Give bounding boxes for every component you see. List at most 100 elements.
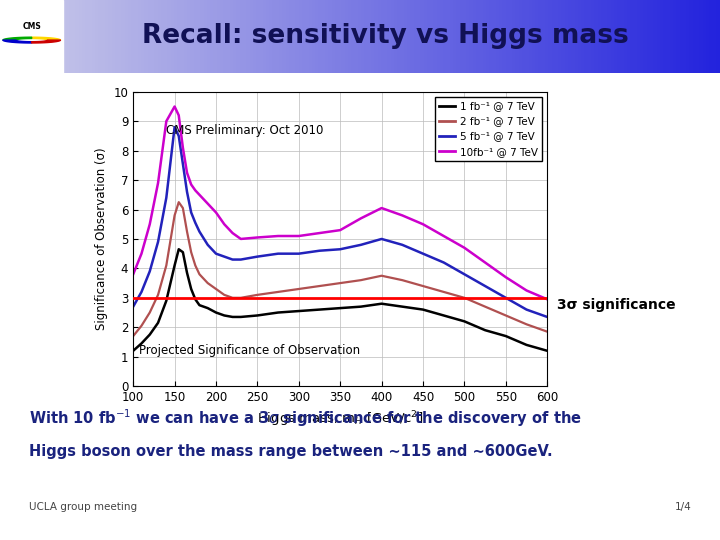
Bar xyxy=(192,0,196,73)
Bar xyxy=(559,0,564,73)
Bar xyxy=(369,0,374,73)
Bar xyxy=(204,0,210,73)
Text: UCLA group meeting: UCLA group meeting xyxy=(29,502,137,512)
Bar xyxy=(536,0,541,73)
Bar xyxy=(290,0,294,73)
Bar xyxy=(135,0,140,73)
Bar xyxy=(562,0,567,73)
Bar xyxy=(171,0,176,73)
Bar xyxy=(503,0,508,73)
Bar xyxy=(493,0,498,73)
Bar xyxy=(388,0,393,73)
Bar xyxy=(490,0,495,73)
Bar xyxy=(70,0,75,73)
Bar xyxy=(516,0,521,73)
Bar xyxy=(162,0,166,73)
Bar xyxy=(385,0,390,73)
Text: 3σ significance: 3σ significance xyxy=(557,298,675,312)
Bar xyxy=(628,0,633,73)
Bar xyxy=(267,0,271,73)
Bar xyxy=(253,0,258,73)
Bar xyxy=(382,0,387,73)
Bar xyxy=(598,0,603,73)
Bar xyxy=(356,0,360,73)
Bar xyxy=(579,0,583,73)
Bar xyxy=(372,0,377,73)
Bar xyxy=(500,0,505,73)
Bar xyxy=(664,0,669,73)
Bar xyxy=(320,0,324,73)
Bar xyxy=(687,0,692,73)
Bar xyxy=(549,0,554,73)
Bar xyxy=(194,0,199,73)
Bar xyxy=(257,0,262,73)
Bar xyxy=(425,0,429,73)
Bar xyxy=(543,0,547,73)
Bar xyxy=(240,0,246,73)
Bar xyxy=(592,0,597,73)
Bar xyxy=(703,0,708,73)
Bar xyxy=(280,0,285,73)
Bar xyxy=(76,0,81,73)
Bar xyxy=(67,0,71,73)
Bar xyxy=(513,0,518,73)
Bar xyxy=(402,0,406,73)
Bar xyxy=(690,0,696,73)
Bar xyxy=(710,0,715,73)
Bar xyxy=(605,0,610,73)
Bar xyxy=(339,0,344,73)
Bar xyxy=(0,0,63,73)
Bar xyxy=(270,0,275,73)
Bar xyxy=(654,0,659,73)
Bar xyxy=(86,0,91,73)
Bar xyxy=(362,0,367,73)
Bar xyxy=(234,0,239,73)
Bar xyxy=(103,0,107,73)
Bar xyxy=(714,0,718,73)
Bar xyxy=(359,0,364,73)
Bar xyxy=(231,0,235,73)
Bar xyxy=(582,0,587,73)
Bar xyxy=(556,0,561,73)
Bar xyxy=(421,0,426,73)
Bar xyxy=(109,0,114,73)
Bar xyxy=(293,0,298,73)
Bar xyxy=(287,0,292,73)
Bar xyxy=(284,0,288,73)
Bar xyxy=(510,0,515,73)
Bar xyxy=(507,0,511,73)
Bar xyxy=(261,0,265,73)
Bar xyxy=(618,0,623,73)
Bar xyxy=(156,0,160,73)
Bar xyxy=(701,0,705,73)
Bar xyxy=(638,0,643,73)
Bar xyxy=(221,0,225,73)
Bar xyxy=(648,0,652,73)
Bar xyxy=(208,0,212,73)
Bar xyxy=(120,0,124,73)
Bar xyxy=(228,0,233,73)
Bar xyxy=(375,0,380,73)
Bar xyxy=(716,0,720,73)
Bar xyxy=(93,0,98,73)
Bar xyxy=(589,0,593,73)
Bar xyxy=(224,0,229,73)
Bar xyxy=(129,0,134,73)
Bar xyxy=(112,0,117,73)
Bar xyxy=(274,0,278,73)
Bar xyxy=(661,0,665,73)
Bar xyxy=(444,0,449,73)
Bar xyxy=(405,0,410,73)
Bar xyxy=(276,0,282,73)
Text: 1/4: 1/4 xyxy=(675,502,691,512)
Bar xyxy=(392,0,397,73)
Bar xyxy=(575,0,580,73)
Text: CMS: CMS xyxy=(22,22,41,31)
Bar xyxy=(408,0,413,73)
Bar xyxy=(89,0,94,73)
Bar xyxy=(80,0,84,73)
Bar xyxy=(168,0,173,73)
Bar xyxy=(546,0,551,73)
Polygon shape xyxy=(3,37,32,40)
Bar xyxy=(398,0,403,73)
